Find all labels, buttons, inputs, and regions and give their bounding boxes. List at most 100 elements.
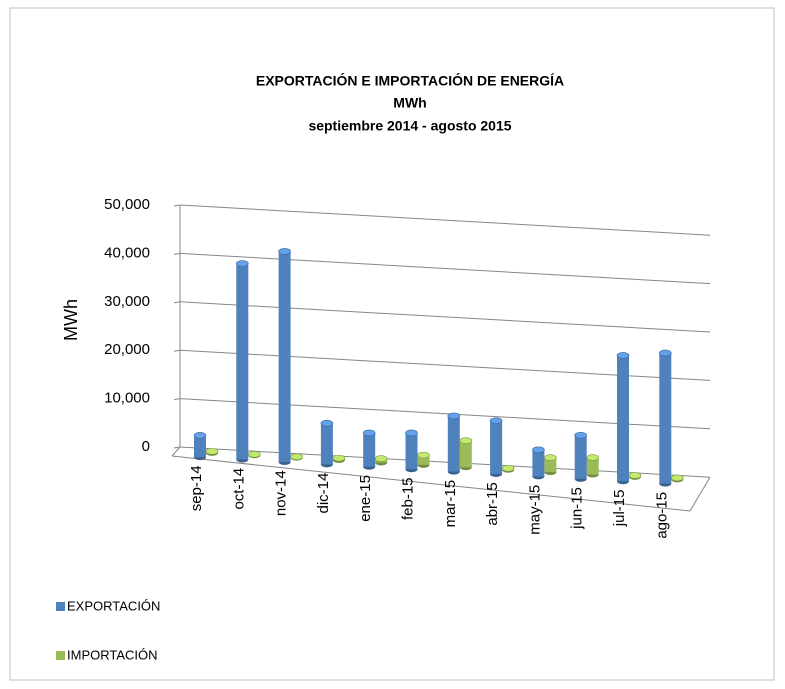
bar-top — [405, 429, 418, 437]
bar — [205, 448, 219, 456]
x-tick-label: nov-14 — [273, 470, 290, 516]
legend-swatch — [56, 602, 65, 611]
bar — [405, 429, 418, 473]
x-tick-label: oct-14 — [230, 468, 247, 510]
y-axis-label: MWh — [61, 299, 81, 341]
bar — [193, 432, 207, 461]
bar — [501, 464, 515, 473]
x-tick-label: sep-14 — [188, 465, 205, 511]
tick-mark — [173, 204, 181, 207]
bar — [586, 454, 600, 478]
y-tick-label: 50,000 — [104, 196, 150, 213]
bar-body — [532, 449, 545, 477]
bar-top — [248, 450, 261, 458]
tick-mark — [173, 349, 181, 352]
y-tick-label: 10,000 — [104, 390, 150, 407]
bar-top — [544, 454, 557, 461]
bar-body — [574, 435, 587, 479]
chart-subtitle: MWh — [393, 95, 426, 111]
bar-body — [659, 352, 672, 484]
bar-top — [447, 412, 461, 420]
bar-body — [278, 251, 291, 462]
bar-body — [236, 263, 249, 460]
bar-top — [205, 448, 219, 455]
grid-line — [179, 301, 711, 333]
bar-top — [374, 455, 388, 462]
legend-label: EXPORTACIÓN — [67, 598, 160, 613]
bar-top — [658, 349, 672, 357]
bar-top — [628, 472, 642, 479]
chart-title: EXPORTACIÓN E IMPORTACIÓN DE ENERGÍA — [256, 72, 564, 89]
bar-body — [405, 432, 418, 470]
bar-body — [194, 435, 206, 458]
bar-top — [586, 454, 600, 461]
chart-subtitle: septiembre 2014 - agosto 2015 — [308, 118, 511, 134]
bar — [236, 260, 249, 463]
bar — [544, 454, 557, 476]
bar-top — [290, 453, 303, 460]
bar-body — [586, 457, 599, 475]
bar — [447, 412, 461, 475]
floor-edge — [689, 476, 711, 512]
bar — [532, 446, 545, 480]
bar — [278, 248, 291, 465]
floor-edge — [171, 455, 691, 512]
bar — [248, 450, 261, 459]
bar — [574, 431, 588, 482]
bar-top — [616, 352, 630, 359]
bar-top — [459, 437, 473, 444]
bar — [332, 454, 346, 464]
bar-top — [332, 454, 346, 462]
x-tick-label: mar-15 — [442, 480, 459, 528]
bar — [616, 352, 630, 485]
bar — [374, 455, 388, 466]
bar — [489, 417, 503, 478]
tick-mark — [173, 252, 181, 255]
tick-mark — [173, 446, 181, 449]
bar — [362, 429, 376, 470]
bar-top — [417, 451, 430, 459]
floor-edge — [171, 446, 181, 457]
bar-body — [363, 432, 376, 467]
tick-mark — [173, 398, 181, 401]
bar-body — [417, 455, 430, 465]
bar — [670, 474, 684, 483]
tick-mark — [173, 301, 181, 304]
bar-top — [489, 417, 503, 425]
bar-body — [320, 423, 333, 465]
bar — [459, 437, 473, 471]
legend-swatch — [56, 651, 65, 660]
x-tick-label: feb-15 — [399, 477, 416, 520]
x-tick-label: jul-15 — [611, 490, 628, 528]
y-tick-label: 40,000 — [104, 244, 150, 261]
bar-top — [670, 474, 684, 482]
bar-body — [459, 440, 472, 468]
legend-label: IMPORTACIÓN — [67, 647, 158, 662]
x-tick-label: may-15 — [526, 485, 543, 535]
grid-line — [179, 204, 711, 236]
bar — [320, 419, 334, 468]
x-tick-label: jun-15 — [569, 487, 586, 530]
x-tick-label: ene-15 — [357, 475, 374, 522]
y-tick-label: 0 — [142, 438, 150, 455]
bar-body — [544, 457, 557, 473]
bar — [417, 451, 430, 468]
bar-top — [320, 419, 334, 427]
bar — [290, 453, 303, 461]
bar-body — [447, 415, 460, 472]
bar-top — [236, 260, 249, 267]
chart-border — [9, 7, 775, 681]
x-tick-label: dic-14 — [315, 473, 332, 514]
bar-top — [574, 431, 588, 439]
grid-line — [179, 252, 711, 285]
bar-body — [490, 420, 503, 475]
bar-top — [532, 446, 545, 454]
x-tick-label: ago-15 — [653, 492, 670, 539]
y-tick-label: 20,000 — [104, 341, 150, 358]
bar — [658, 349, 672, 487]
bar-top — [193, 432, 207, 439]
bar — [628, 472, 642, 480]
bar-top — [501, 464, 515, 472]
bar-top — [278, 248, 291, 255]
